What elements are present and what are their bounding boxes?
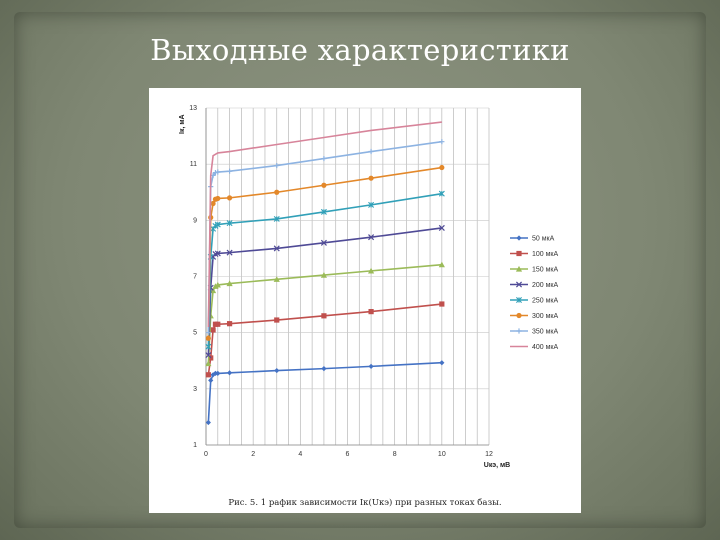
x-tick-label: 12: [485, 451, 493, 458]
x-tick-label: 10: [438, 451, 446, 458]
data-point-300: [368, 175, 374, 181]
data-point-250: [368, 201, 375, 208]
data-point-150: [320, 271, 328, 278]
data-point-350: [439, 139, 445, 145]
data-point-200: [320, 239, 327, 246]
data-point-300: [210, 200, 216, 207]
legend-label: 150 мкА: [532, 267, 558, 274]
data-point-50: [215, 370, 221, 376]
y-tick-label: 7: [193, 274, 197, 281]
data-point-100: [439, 301, 445, 307]
data-point-100: [368, 309, 374, 315]
data-point-350: [215, 169, 221, 175]
data-point-50: [368, 363, 374, 369]
data-point-50: [205, 419, 211, 426]
data-point-150: [438, 261, 445, 268]
data-point-150: [205, 360, 212, 367]
legend-marker: [515, 265, 523, 272]
data-point-100: [205, 372, 211, 378]
series-line-150: [207, 263, 442, 364]
data-point-150: [273, 276, 280, 282]
x-tick-label: 4: [298, 451, 302, 458]
y-tick-label: 3: [193, 386, 197, 393]
x-axis-label: Uкэ, мВ: [484, 462, 510, 469]
y-tick-label: 11: [190, 161, 197, 168]
x-tick-label: 0: [204, 451, 208, 458]
data-point-350: [205, 330, 211, 336]
data-point-50: [226, 370, 233, 376]
data-point-300: [321, 182, 327, 188]
data-point-300: [205, 335, 211, 341]
data-point-150: [214, 281, 221, 288]
legend-marker: [516, 235, 522, 241]
series-line-300: [207, 166, 442, 339]
legend-label: 300 мкА: [532, 313, 558, 320]
slide-title: Выходные характеристики: [150, 33, 570, 67]
legend-marker: [516, 297, 522, 303]
data-point-100: [321, 313, 327, 319]
data-point-100: [274, 317, 280, 323]
data-point-350: [368, 148, 374, 155]
x-tick-label: 2: [251, 451, 255, 458]
data-point-100: [210, 327, 216, 333]
data-point-200: [368, 234, 375, 241]
data-point-50: [274, 367, 280, 374]
data-point-150: [226, 280, 233, 287]
legend-marker: [515, 281, 523, 288]
data-point-200: [438, 224, 445, 231]
y-tick-label: 5: [193, 330, 197, 337]
legend-marker: [516, 328, 522, 334]
series-line-250: [207, 192, 442, 347]
y-tick-label: 13: [189, 105, 197, 112]
data-point-50: [321, 366, 327, 372]
data-point-150: [367, 267, 375, 274]
legend-label: 100 мкА: [532, 251, 558, 258]
chart-image: 0 2 4 6 8 10 12 1 3 5 7 9 11 13 Iк, мА Uкэ, мВ 50 мкА 100…: [149, 88, 581, 513]
data-point-200: [273, 245, 280, 252]
legend-label: 250 мкА: [532, 298, 558, 305]
legend-marker: [516, 250, 522, 257]
data-point-50: [439, 360, 445, 366]
data-point-100: [226, 321, 233, 327]
y-axis-label: Iк, мА: [179, 114, 186, 134]
y-tick-label: 9: [193, 217, 197, 224]
data-point-200: [226, 249, 233, 256]
data-point-350: [274, 162, 280, 169]
legend-label: 50 мкА: [532, 236, 555, 243]
data-point-250: [320, 208, 327, 215]
data-point-50: [208, 377, 214, 384]
data-point-250: [438, 190, 445, 197]
data-point-300: [226, 195, 233, 201]
series-line-100: [207, 303, 442, 375]
legend-marker: [516, 312, 522, 319]
data-point-250: [226, 220, 233, 227]
data-point-300: [439, 164, 445, 171]
data-point-350: [321, 155, 327, 162]
figure-caption: Рис. 5. 1 рафик зависимости Iк(Uкэ) при …: [228, 498, 502, 508]
data-point-200: [214, 250, 221, 257]
series-line-200: [207, 227, 442, 356]
data-point-250: [205, 343, 212, 350]
data-point-200: [205, 352, 212, 359]
data-point-250: [273, 215, 280, 222]
y-tick-label: 1: [193, 442, 197, 449]
series-line-350: [207, 140, 442, 333]
data-point-300: [215, 195, 221, 202]
series-line-400: [207, 121, 442, 328]
data-point-300: [274, 189, 280, 195]
series-line-50: [207, 361, 442, 423]
data-point-350: [226, 168, 233, 174]
x-tick-label: 8: [393, 451, 397, 458]
legend-label: 350 мкА: [532, 329, 558, 336]
legend-label: 400 мкА: [532, 344, 558, 351]
data-point-100: [215, 321, 221, 327]
x-tick-label: 6: [346, 451, 350, 458]
legend-label: 200 мкА: [532, 282, 558, 289]
data-point-250: [214, 221, 221, 228]
